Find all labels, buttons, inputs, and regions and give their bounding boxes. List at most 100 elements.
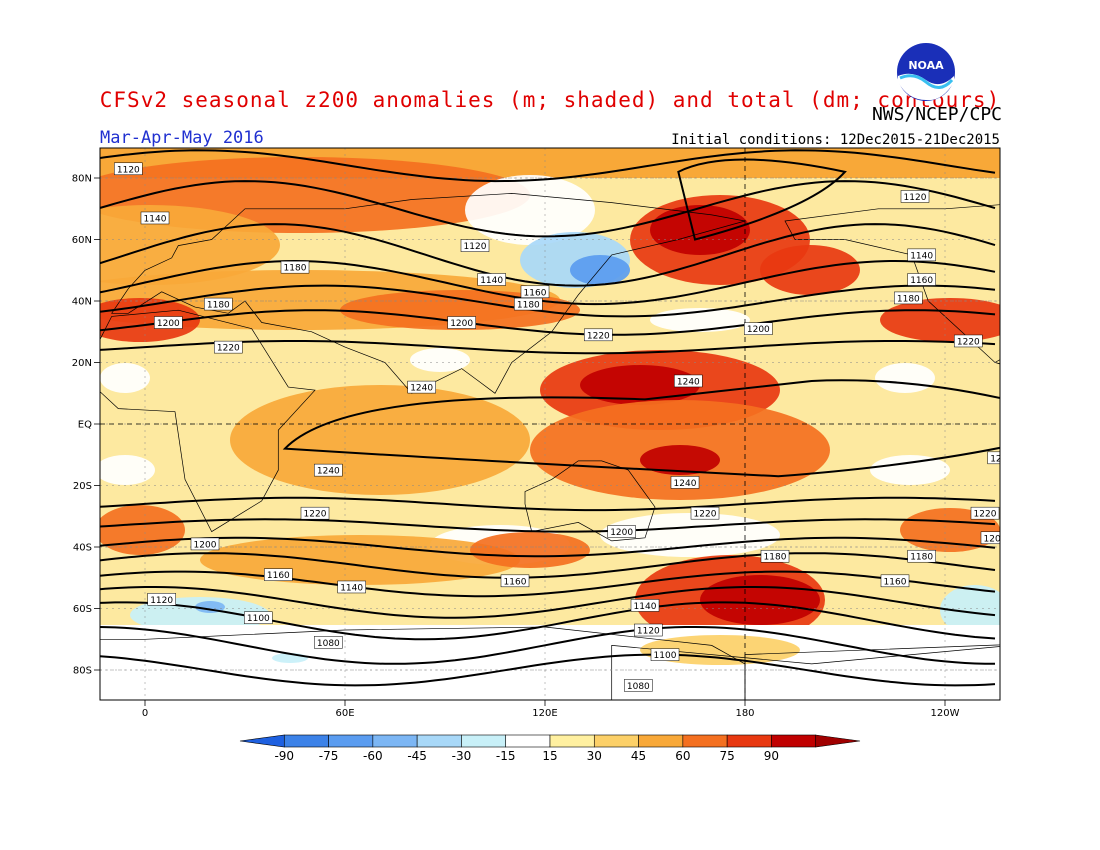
colorbar-label: -75 — [319, 749, 339, 763]
contour-label-text: 1240 — [677, 377, 700, 387]
lat-tick-label: 40N — [72, 297, 92, 308]
contour-label-text: 1120 — [150, 596, 173, 606]
contour-label-text: 1220 — [587, 331, 610, 341]
contour-label: 1240 — [987, 451, 1000, 464]
contour-label: 1240 — [407, 380, 436, 394]
contour-label: 1140 — [477, 273, 506, 286]
contour-label: 1120 — [460, 239, 490, 252]
contour-label: 1180 — [514, 297, 543, 311]
contour-label: 1160 — [500, 574, 530, 587]
contour-label: 1140 — [140, 211, 170, 224]
lat-tick-label: 80N — [72, 174, 92, 185]
contour-label-text: 1180 — [764, 553, 787, 563]
contour-label: 1140 — [337, 580, 366, 593]
credit-label: NWS/NCEP/CPC — [871, 104, 1002, 125]
colorbar-swatch — [549, 734, 595, 748]
contour-label-text: 1140 — [144, 214, 167, 224]
contour-label-text: 1220 — [304, 510, 327, 520]
contour-label-text: 1220 — [974, 510, 997, 520]
contour-label-text: 1120 — [904, 193, 927, 203]
contour-label-text: 1200 — [194, 540, 217, 550]
contour-label-text: 1200 — [610, 528, 633, 538]
noaa-logo: NOAA — [897, 43, 955, 101]
contour-label: 1180 — [894, 291, 923, 304]
colorbar-swatch — [328, 734, 374, 748]
contour-label-text: 1240 — [410, 384, 433, 394]
contour-label-text: 1160 — [884, 577, 907, 587]
contour-label: 1160 — [907, 273, 936, 286]
contour-label-text: 1160 — [910, 276, 933, 286]
colorbar-swatch — [505, 734, 551, 748]
contour-label: 1140 — [630, 599, 660, 612]
colorbar-label: -90 — [274, 749, 294, 763]
lat-tick-label: 80S — [73, 666, 92, 677]
contour-label: 1220 — [954, 334, 983, 347]
contour-label: 1220 — [690, 506, 720, 520]
colorbar-label: 30 — [587, 749, 602, 763]
contour-label: 1200 — [190, 537, 220, 550]
contour-label-text: 1080 — [627, 682, 650, 692]
contour-label-text: 1100 — [247, 614, 270, 624]
contour-label: 1120 — [634, 623, 663, 637]
contour-label: 1080 — [314, 636, 343, 649]
contour-label: 1120 — [147, 593, 176, 606]
colorbar-swatch — [771, 734, 817, 748]
contour-label: 1240 — [314, 463, 343, 477]
contour-label-text: 1200 — [984, 534, 1007, 544]
contour-label-text: 1180 — [910, 553, 933, 563]
contour-label: 1240 — [674, 374, 703, 387]
contour-label-text: 1120 — [464, 242, 487, 252]
lat-tick-label: 20N — [72, 358, 92, 369]
contour-label-text: 1160 — [524, 288, 547, 298]
period-label: Mar-Apr-May 2016 — [100, 128, 264, 148]
colorbar-label: -30 — [452, 749, 472, 763]
colorbar-label: 75 — [720, 749, 735, 763]
colorbar-swatch — [372, 734, 418, 748]
contour-label: 1220 — [214, 340, 243, 354]
contour-label: 1160 — [264, 568, 293, 581]
colorbar-swatch — [726, 734, 772, 748]
contour-label-text: 1200 — [450, 319, 473, 329]
contour-label-text: 1080 — [317, 639, 340, 649]
lon-tick-label: 60E — [335, 708, 354, 719]
axis-labels: 80N 60N 40N 20N EQ 20S 40S 60S 80S 0 60E 120E 180 120… — [72, 174, 960, 720]
contour-label-text: 1160 — [504, 577, 527, 587]
colorbar-swatch — [416, 734, 462, 748]
contour-label: 1160 — [520, 285, 550, 298]
contour-label: 1200 — [154, 316, 183, 329]
contour-label-text: 1200 — [747, 325, 770, 335]
contour-label: 1180 — [760, 549, 790, 563]
contour-label: 1200 — [447, 316, 476, 329]
contour-label: 1220 — [584, 328, 613, 341]
contour-label-text: 1140 — [480, 276, 503, 286]
contour-label-text: 1140 — [340, 583, 363, 593]
contour-label-text: 1240 — [317, 467, 340, 477]
contour-label-text: 1120 — [117, 165, 140, 175]
chart-title: CFSv2 seasonal z200 anomalies (m; shaded… — [99, 88, 1001, 112]
svg-text:NOAA: NOAA — [908, 59, 944, 72]
colorbar-swatch — [239, 734, 285, 748]
lat-tick-label: 40S — [73, 543, 92, 554]
lat-tick-label: 60S — [73, 604, 92, 615]
contour-label: 1080 — [624, 679, 653, 692]
colorbar-label: 60 — [675, 749, 690, 763]
colorbar-label: -45 — [407, 749, 427, 763]
contour-label: 1220 — [300, 506, 330, 520]
lon-tick-label: 120E — [532, 708, 557, 719]
lon-tick-label: 0 — [142, 708, 148, 719]
contour-label-text: 1200 — [157, 319, 180, 329]
contour-label: 1180 — [907, 549, 936, 563]
contour-label-text: 1240 — [674, 479, 697, 489]
colorbar-swatch — [638, 734, 684, 748]
contour-label-text: 1220 — [217, 344, 240, 354]
lon-tick-label: 120W — [931, 708, 960, 719]
contour-label: 1180 — [204, 297, 233, 311]
colorbar-label: 15 — [542, 749, 557, 763]
contour-label-text: 1180 — [284, 264, 307, 274]
contour-label: 1140 — [907, 248, 936, 261]
contour-label: 1200 — [744, 322, 773, 335]
graticule — [100, 148, 1000, 700]
contour-label-text: 1180 — [517, 301, 540, 311]
colorbar-swatch — [461, 734, 507, 748]
